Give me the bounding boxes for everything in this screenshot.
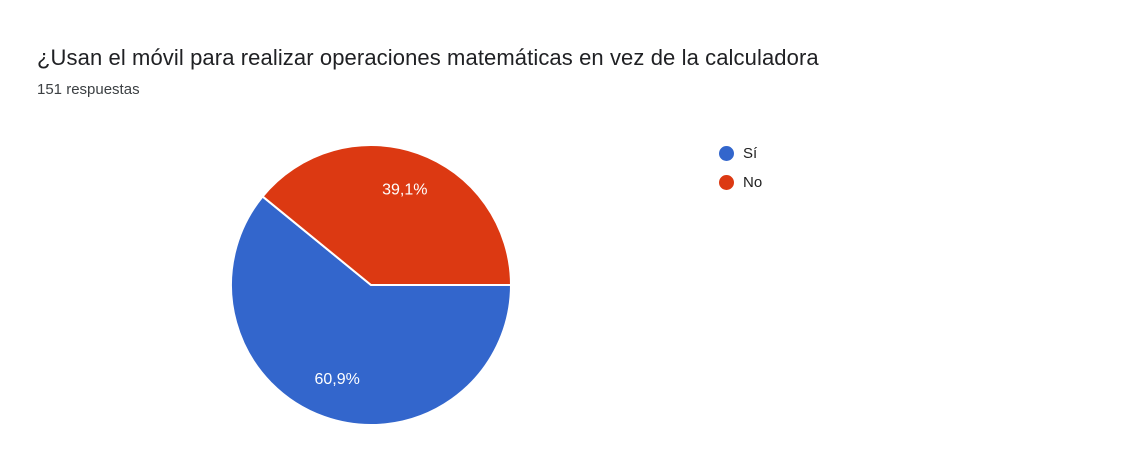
response-count: 151 respuestas <box>37 81 140 98</box>
pie-slice-value-label: 60,9% <box>315 371 360 388</box>
pie-slice-No[interactable] <box>261 144 512 286</box>
legend-label: Sí <box>743 144 758 162</box>
pie-slice-value-label: 39,1% <box>382 181 427 198</box>
legend-dot-icon <box>719 174 734 190</box>
legend-dot-icon <box>719 145 734 161</box>
pie-slice-Sí[interactable] <box>230 195 512 426</box>
legend-item-Sí: Sí <box>719 144 762 162</box>
legend-item-No: No <box>719 173 763 191</box>
chart-legend: Sí No <box>719 145 762 203</box>
question-title: ¿Usan el móvil para realizar operaciones… <box>37 45 819 70</box>
pie-chart-svg: 60,9% 39,1% <box>230 144 512 426</box>
pie-chart: 60,9% 39,1% <box>230 144 512 426</box>
legend-label: No <box>743 173 763 191</box>
